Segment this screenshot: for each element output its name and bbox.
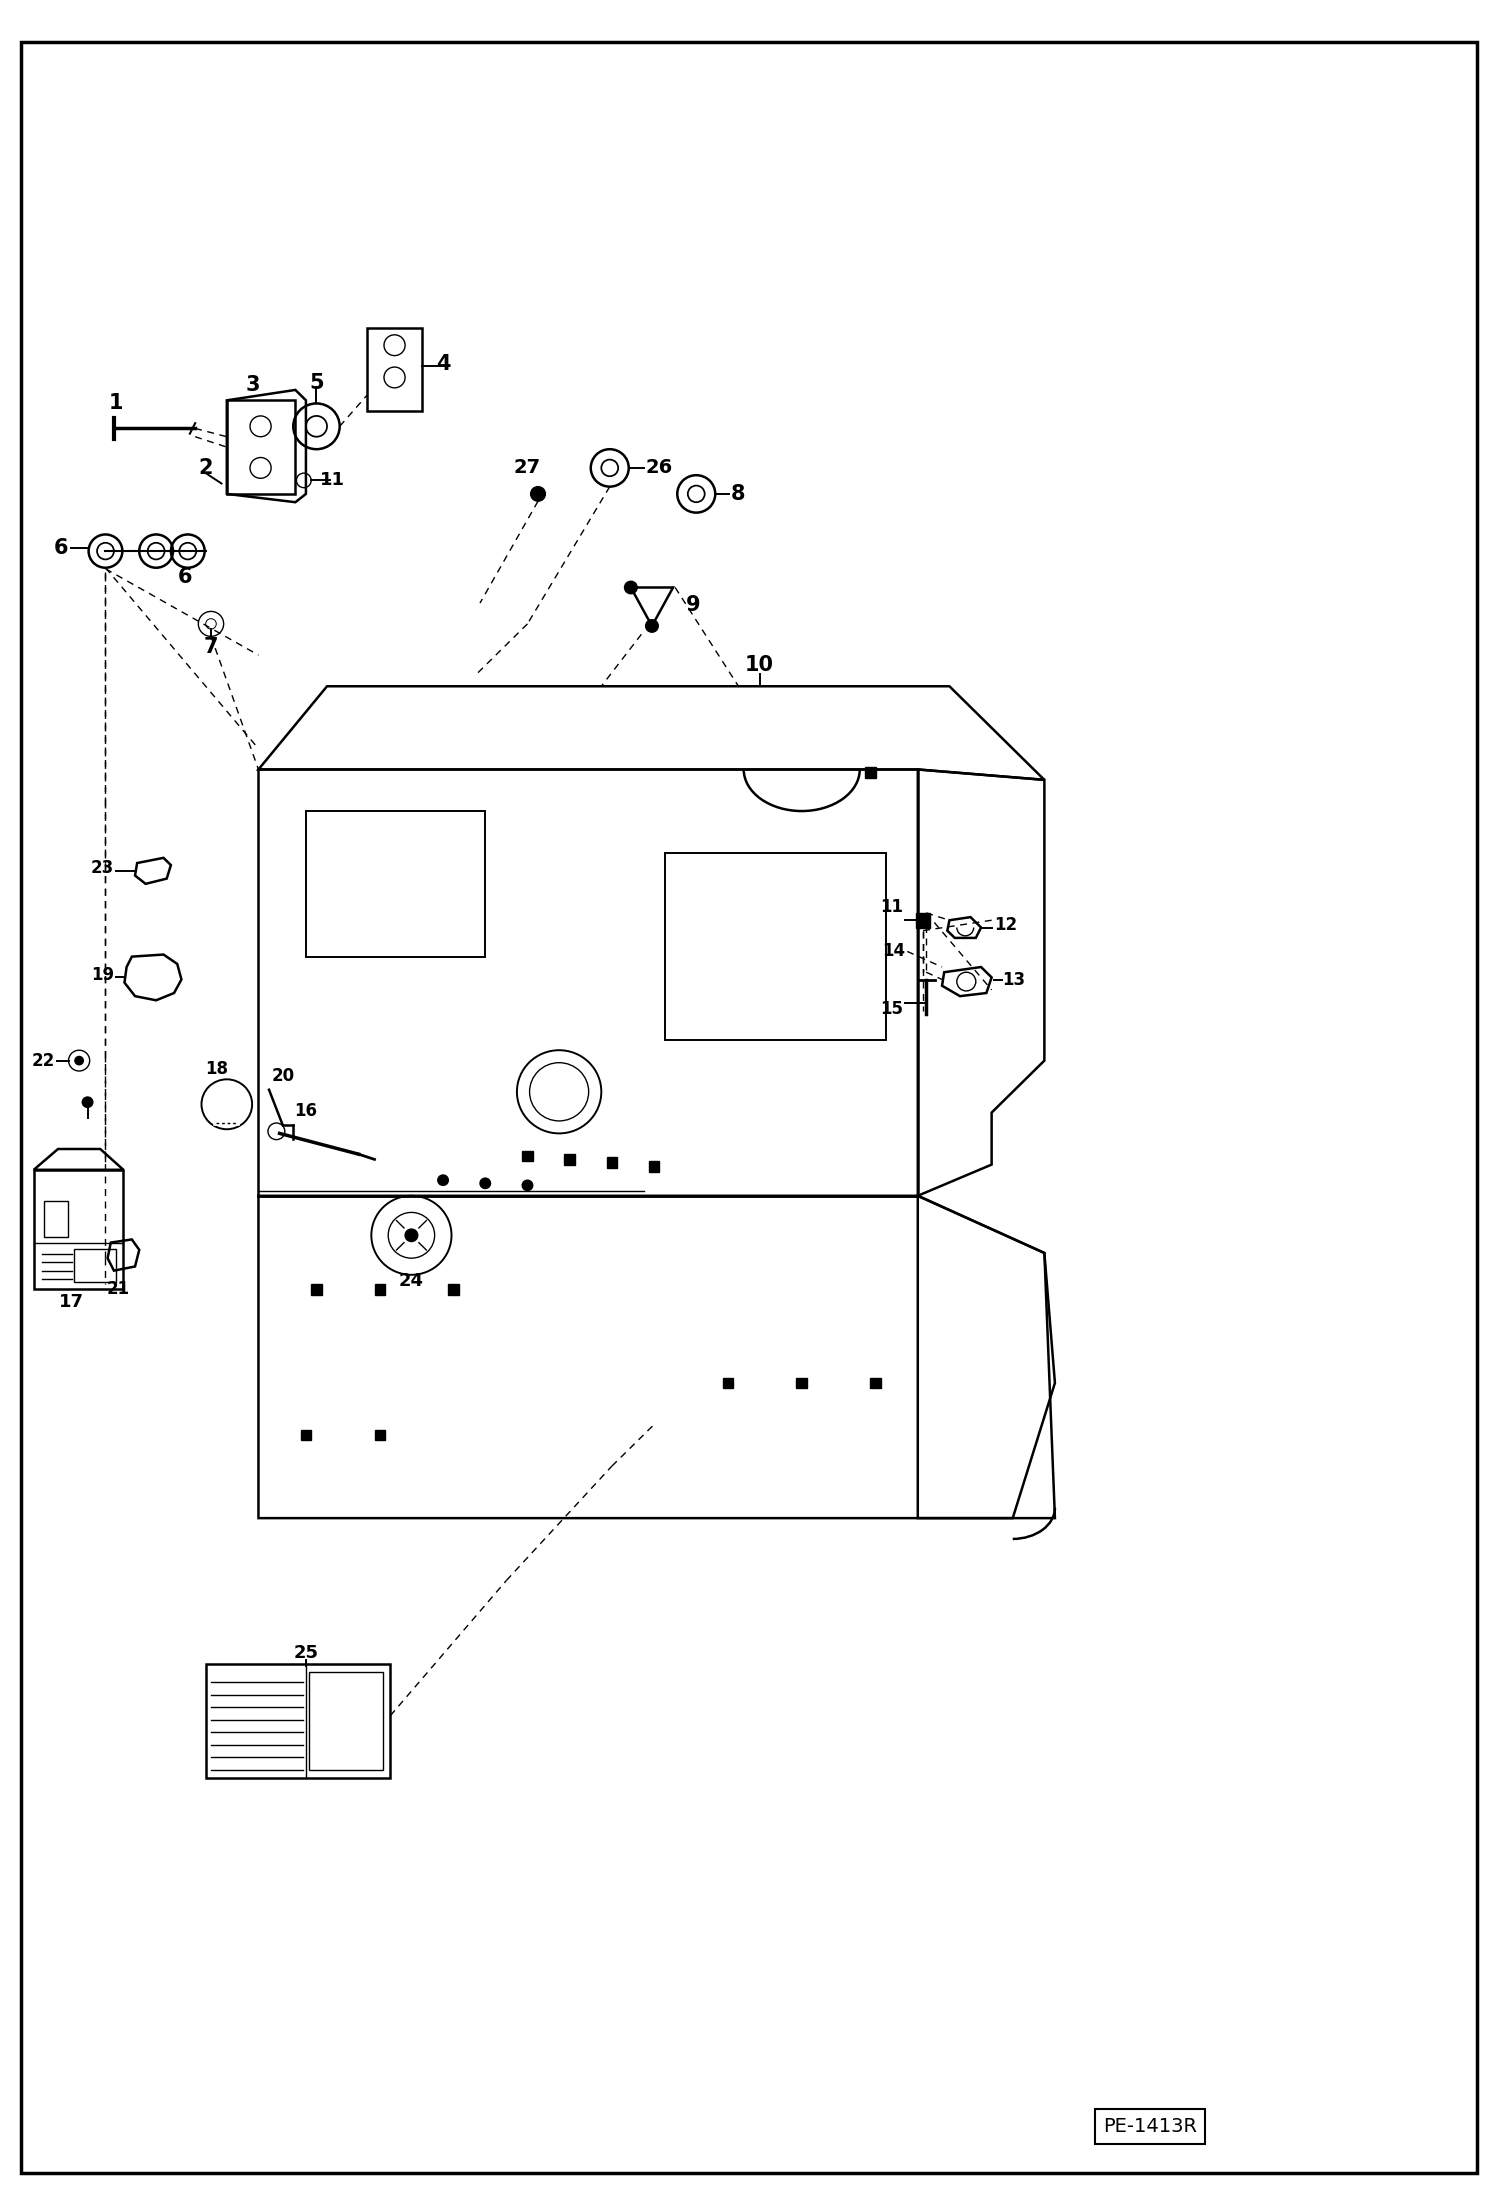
Text: 1: 1 — [109, 393, 123, 412]
Text: 11: 11 — [319, 472, 345, 489]
Bar — [722, 1378, 733, 1389]
Text: 17: 17 — [60, 1292, 84, 1310]
Text: 2: 2 — [198, 459, 213, 478]
Text: 14: 14 — [882, 943, 905, 961]
Text: 11: 11 — [879, 897, 903, 915]
Text: 24: 24 — [398, 1273, 424, 1290]
Text: 25: 25 — [294, 1643, 319, 1663]
Bar — [367, 327, 422, 410]
Circle shape — [646, 619, 658, 632]
Text: 9: 9 — [686, 595, 701, 614]
Text: 27: 27 — [514, 459, 541, 478]
Circle shape — [82, 1097, 93, 1108]
Text: 6: 6 — [54, 538, 69, 557]
Text: 21: 21 — [106, 1281, 130, 1299]
Bar — [665, 853, 887, 1040]
Circle shape — [523, 1180, 533, 1191]
Bar — [870, 1378, 881, 1389]
Bar — [565, 1154, 575, 1165]
Bar — [205, 1663, 391, 1777]
Bar — [301, 1430, 312, 1439]
Text: 7: 7 — [204, 636, 219, 656]
Bar — [448, 1283, 458, 1294]
Bar — [523, 1152, 533, 1161]
Bar — [864, 768, 876, 779]
Bar — [309, 1672, 383, 1771]
Text: 12: 12 — [993, 917, 1017, 935]
Text: 18: 18 — [205, 1060, 228, 1077]
Circle shape — [404, 1229, 418, 1242]
Text: 8: 8 — [731, 485, 746, 505]
Bar — [374, 1430, 385, 1439]
Text: 20: 20 — [271, 1066, 294, 1086]
Bar — [34, 1169, 123, 1290]
Text: 26: 26 — [646, 459, 673, 478]
Bar — [915, 913, 930, 928]
Text: 23: 23 — [91, 860, 114, 878]
Bar — [797, 1378, 807, 1389]
Text: 22: 22 — [31, 1051, 55, 1071]
Text: 15: 15 — [879, 1000, 903, 1018]
Bar — [649, 1161, 659, 1172]
Circle shape — [75, 1058, 84, 1064]
Text: 3: 3 — [246, 375, 261, 395]
Circle shape — [530, 487, 545, 500]
Circle shape — [437, 1176, 448, 1185]
Circle shape — [625, 581, 637, 595]
Circle shape — [479, 1178, 490, 1189]
Text: 10: 10 — [745, 656, 774, 676]
Bar — [607, 1156, 617, 1167]
Text: 6: 6 — [177, 566, 192, 588]
Bar — [374, 1283, 385, 1294]
Bar — [306, 812, 485, 957]
Text: 5: 5 — [309, 373, 324, 393]
Text: 19: 19 — [91, 965, 114, 985]
Bar — [45, 1200, 67, 1237]
Text: 13: 13 — [1002, 970, 1025, 989]
Bar — [312, 1283, 322, 1294]
Text: 4: 4 — [436, 353, 451, 373]
Text: 16: 16 — [295, 1101, 318, 1119]
Text: PE-1413R: PE-1413R — [1103, 2117, 1197, 2137]
Bar — [73, 1248, 115, 1281]
Bar — [226, 399, 295, 494]
